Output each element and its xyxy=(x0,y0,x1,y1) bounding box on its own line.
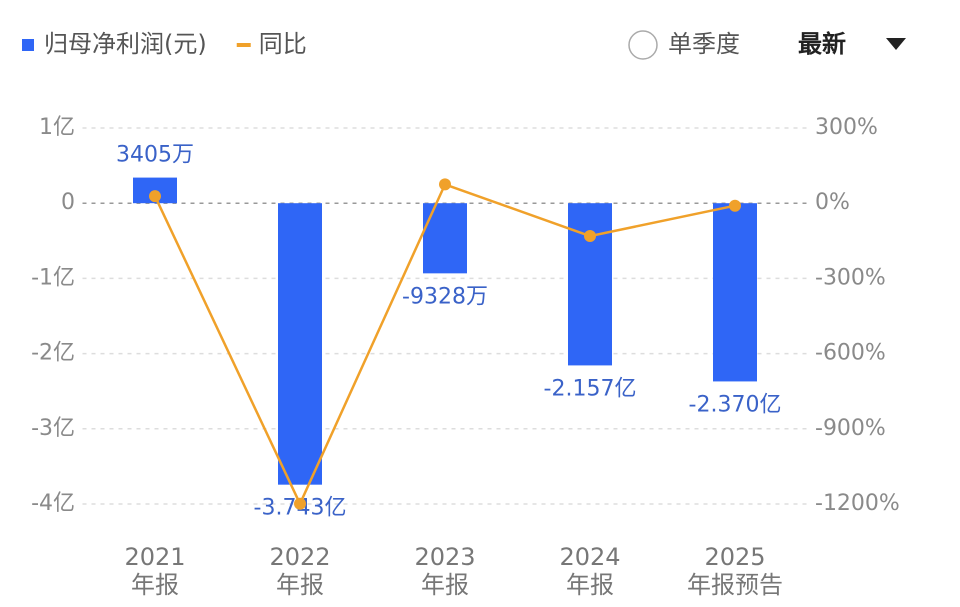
legend-swatch xyxy=(236,43,251,47)
x-tick-label: 年报预告 xyxy=(687,571,783,599)
y2-tick-label: -300% xyxy=(815,265,886,290)
y2-tick-label: -900% xyxy=(815,416,886,441)
y2-tick-label: -600% xyxy=(815,341,886,366)
radio-label[interactable]: 单季度 xyxy=(668,30,740,58)
legend-label: 同比 xyxy=(259,30,307,58)
y-tick-label: -4亿 xyxy=(31,491,75,516)
line-point xyxy=(294,497,306,510)
line-point xyxy=(439,178,451,191)
y2-tick-label: 0% xyxy=(815,190,850,215)
value-label: -2.370亿 xyxy=(689,392,782,417)
y-tick-label: -1亿 xyxy=(31,265,75,290)
y-tick-label: -3亿 xyxy=(31,416,75,441)
x-tick-label: 2023 xyxy=(414,543,475,571)
bar xyxy=(423,203,467,274)
x-tick-label: 2024 xyxy=(559,543,620,571)
legend-swatch xyxy=(22,39,34,51)
line-point xyxy=(584,230,596,243)
value-label: 3405万 xyxy=(116,143,194,168)
y2-tick-label: 300% xyxy=(815,115,878,140)
x-tick-label: 2022 xyxy=(269,543,330,571)
value-label: -9328万 xyxy=(402,284,488,309)
bar xyxy=(278,203,322,485)
value-label: -2.157亿 xyxy=(544,376,637,401)
line-point xyxy=(729,199,741,212)
x-tick-label: 年报 xyxy=(131,571,179,599)
x-tick-label: 年报 xyxy=(276,571,324,599)
y-tick-label: 1亿 xyxy=(39,115,75,140)
dropdown-label[interactable]: 最新 xyxy=(798,30,846,58)
y2-tick-label: -1200% xyxy=(815,491,900,516)
y-tick-label: -2亿 xyxy=(31,341,75,366)
line-point xyxy=(149,190,161,203)
bar xyxy=(713,203,757,382)
y-tick-label: 0 xyxy=(61,190,75,215)
dropdown-arrow[interactable] xyxy=(886,38,906,50)
x-tick-label: 年报 xyxy=(566,571,614,599)
legend-label: 归母净利润(元) xyxy=(44,30,207,58)
x-tick-label: 2021 xyxy=(124,543,185,571)
radio-button[interactable] xyxy=(628,30,658,60)
bar xyxy=(568,203,612,366)
x-tick-label: 2025 xyxy=(704,543,765,571)
x-tick-label: 年报 xyxy=(421,571,469,599)
